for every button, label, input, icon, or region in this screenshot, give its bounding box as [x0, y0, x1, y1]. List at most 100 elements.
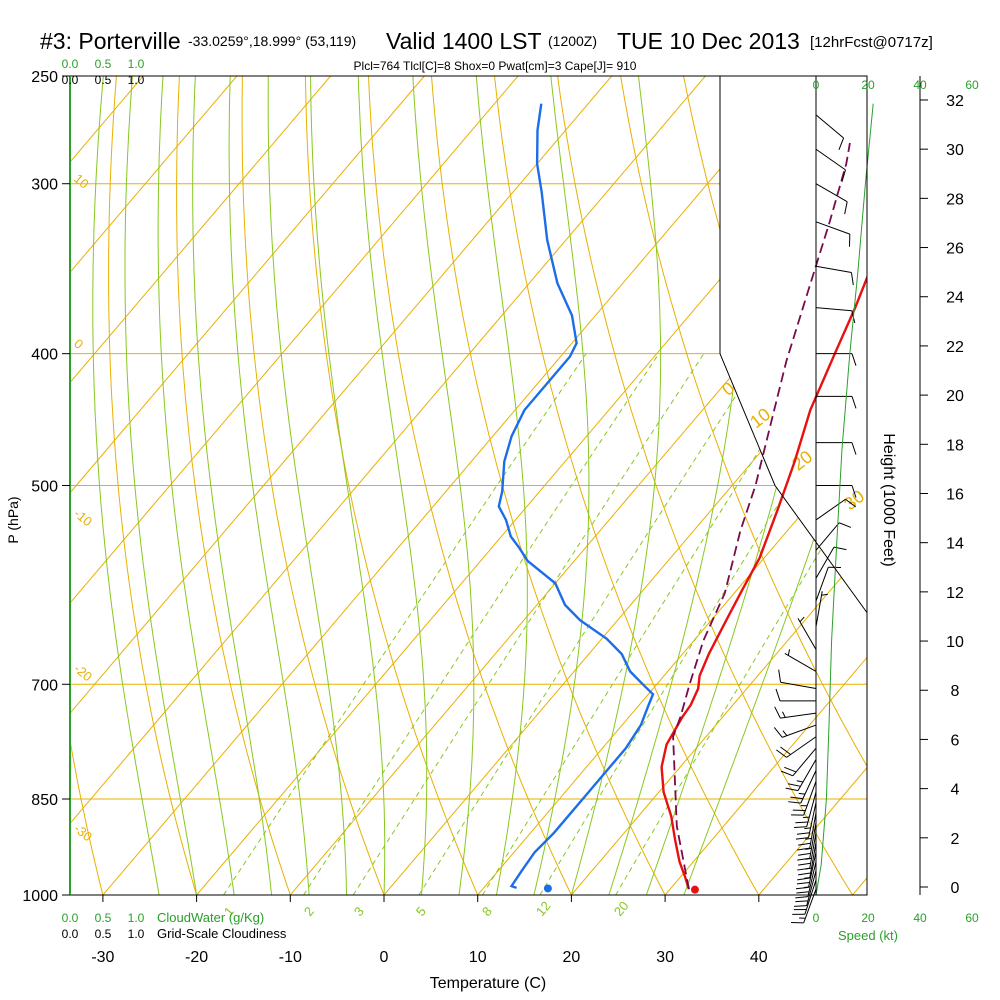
height-axis-title: Height (1000 Feet): [880, 433, 897, 566]
wind-barb: [815, 148, 846, 183]
isotherm-line: [70, 76, 238, 274]
isotherm-line: [102, 76, 800, 895]
wind-barb: [795, 802, 817, 840]
moist-adiabat-line: [683, 376, 867, 895]
mixing-ratio-line: [223, 353, 587, 895]
x-tick-label: -20: [185, 949, 208, 966]
height-tick-label: 4: [951, 782, 960, 799]
cloud-scale-tick: 0.0: [62, 57, 79, 71]
cloud-scale-tick: 0.0: [62, 911, 79, 925]
dry-adiabat-line: [176, 76, 291, 895]
x-axis-title: Temperature (C): [430, 975, 546, 992]
pressure-tick-label: 300: [31, 177, 58, 194]
mixing-ratio-line: [352, 353, 705, 895]
speed-tick-label: 40: [913, 78, 927, 92]
cloud-scale-tick: 1.0: [128, 911, 145, 925]
x-tick-label: 40: [750, 949, 768, 966]
x-tick-label: 0: [380, 949, 389, 966]
dry-adiabat-label: 0: [71, 336, 86, 352]
isotherm-line: [70, 76, 519, 604]
surface-dewpoint-dot: [543, 884, 552, 893]
isotherm-line: [70, 76, 613, 715]
isotherm-line: [289, 215, 867, 895]
moist-adiabat-line: [570, 76, 662, 895]
mixing-ratio-label: 20: [611, 898, 632, 919]
wind-barb: [815, 591, 828, 627]
isotherm-line: [70, 76, 425, 494]
dry-adiabat-line: [620, 76, 867, 768]
speed-tick-label: 20: [861, 911, 875, 925]
dry-adiabat-label: -30: [71, 821, 95, 845]
cloudiness-scale-tick: 1.0: [128, 73, 145, 87]
dry-adiabat-line: [108, 76, 198, 895]
speed-axis-title: Speed (kt): [838, 928, 898, 943]
wind-barb: [780, 747, 817, 777]
pressure-tick-label: 250: [31, 69, 58, 86]
moist-adiabat-line: [124, 76, 198, 895]
dry-adiabat-label: 10: [71, 171, 92, 192]
speed-tick-label: 0: [813, 78, 820, 92]
height-tick-label: 10: [946, 634, 964, 651]
cloudiness-scale-tick: 1.0: [128, 927, 145, 941]
height-tick-label: 16: [946, 486, 964, 503]
wind-barb: [794, 791, 817, 829]
wind-barb: [776, 736, 817, 758]
x-tick-label: -30: [91, 949, 114, 966]
speed-tick-label: 60: [965, 911, 979, 925]
wind-barb: [816, 485, 857, 498]
isotherm-line: [383, 326, 867, 895]
moist-adiabat-line: [92, 76, 160, 895]
mixing-ratio-line: [303, 353, 660, 895]
pressure-tick-label: 500: [31, 479, 58, 496]
dry-adiabat-line: [304, 76, 479, 895]
wind-barb: [774, 706, 817, 719]
dewpoint-curve: [497, 103, 655, 890]
height-tick-label: 26: [946, 241, 964, 258]
mixing-ratio-label: 8: [479, 904, 495, 919]
height-tick-label: 6: [951, 732, 960, 749]
cloudiness-label: Grid-Scale Cloudiness: [157, 926, 287, 941]
station-coordinates: -33.0259°,18.999° (53,119): [188, 33, 357, 49]
height-tick-label: 30: [946, 142, 964, 159]
wind-barb: [791, 781, 817, 816]
mixing-ratio-label: 12: [533, 898, 554, 919]
sounding-series: [497, 103, 867, 894]
wind-speed-curve: [815, 103, 874, 896]
wind-barb: [797, 822, 817, 861]
x-tick-label: 30: [656, 949, 674, 966]
wind-barb: [815, 265, 854, 286]
moist-adiabat-line: [192, 76, 273, 895]
wind-barb: [815, 221, 851, 247]
dry-adiabat-line: [367, 76, 572, 895]
x-tick-label: 10: [469, 949, 487, 966]
speed-tick-label: 20: [861, 78, 875, 92]
isotherm-line: [70, 76, 331, 384]
valid-time: Valid 1400 LST: [386, 28, 542, 54]
wind-barb: [794, 870, 817, 907]
wind-barb: [816, 442, 857, 455]
x-tick-label: -10: [279, 949, 302, 966]
x-tick-label: 20: [563, 949, 581, 966]
height-tick-label: 32: [946, 93, 964, 110]
mixing-ratio-label: 5: [413, 904, 429, 919]
moist-adiabat-line: [310, 76, 386, 895]
wind-barb: [816, 353, 857, 366]
height-tick-label: 14: [946, 536, 964, 553]
cloudiness-scale-tick: 0.5: [95, 927, 112, 941]
wind-barb: [815, 522, 852, 551]
moist-adiabat-line: [357, 76, 428, 895]
height-tick-label: 18: [946, 437, 964, 454]
wind-barb: [792, 879, 817, 915]
wind-profile: [773, 103, 874, 924]
forecast-info: [12hrFcst@0717z]: [810, 34, 933, 51]
wind-barb: [815, 183, 848, 215]
upper-right-mask: [720, 76, 867, 613]
frame-and-axes: -30 -20 -10 0 10 20 30 402503004005007008501000…: [5, 57, 979, 992]
wind-barb: [778, 669, 817, 689]
wind-barb: [773, 724, 817, 738]
chart-header: #3: Porterville -33.0259°,18.999° (53,11…: [0, 0, 1000, 60]
moist-adiabat-line: [267, 76, 347, 895]
cloud-scale-tick: 1.0: [128, 57, 145, 71]
forecast-date: TUE 10 Dec 2013: [617, 28, 800, 54]
